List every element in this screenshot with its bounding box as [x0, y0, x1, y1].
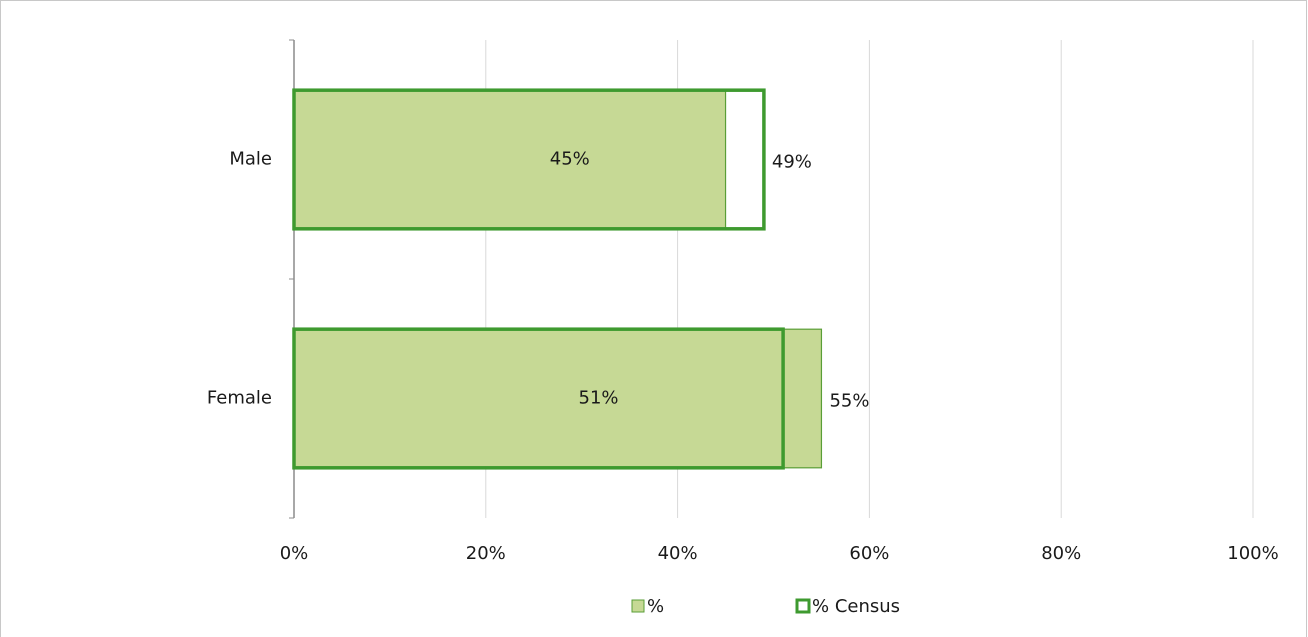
data-label: 45% [550, 149, 590, 170]
x-tick-label: 60% [849, 543, 889, 564]
bar [293, 328, 823, 469]
data-label: 51% [579, 388, 619, 409]
data-label: 49% [772, 152, 812, 173]
legend-label: % Census [812, 596, 900, 617]
legend-swatch [631, 599, 645, 613]
data-label: 55% [829, 391, 869, 412]
x-tick-label: 40% [658, 543, 698, 564]
legend-label: % [647, 596, 664, 617]
legend-swatch [795, 598, 811, 614]
bar [292, 327, 785, 470]
x-tick-label: 80% [1041, 543, 1081, 564]
x-tick-label: 100% [1227, 543, 1278, 564]
x-tick-label: 0% [280, 543, 309, 564]
bar [293, 89, 727, 230]
bar [292, 88, 766, 231]
y-tick-label: Female [207, 388, 272, 409]
y-tick-label: Male [229, 149, 272, 170]
x-tick-label: 20% [466, 543, 506, 564]
